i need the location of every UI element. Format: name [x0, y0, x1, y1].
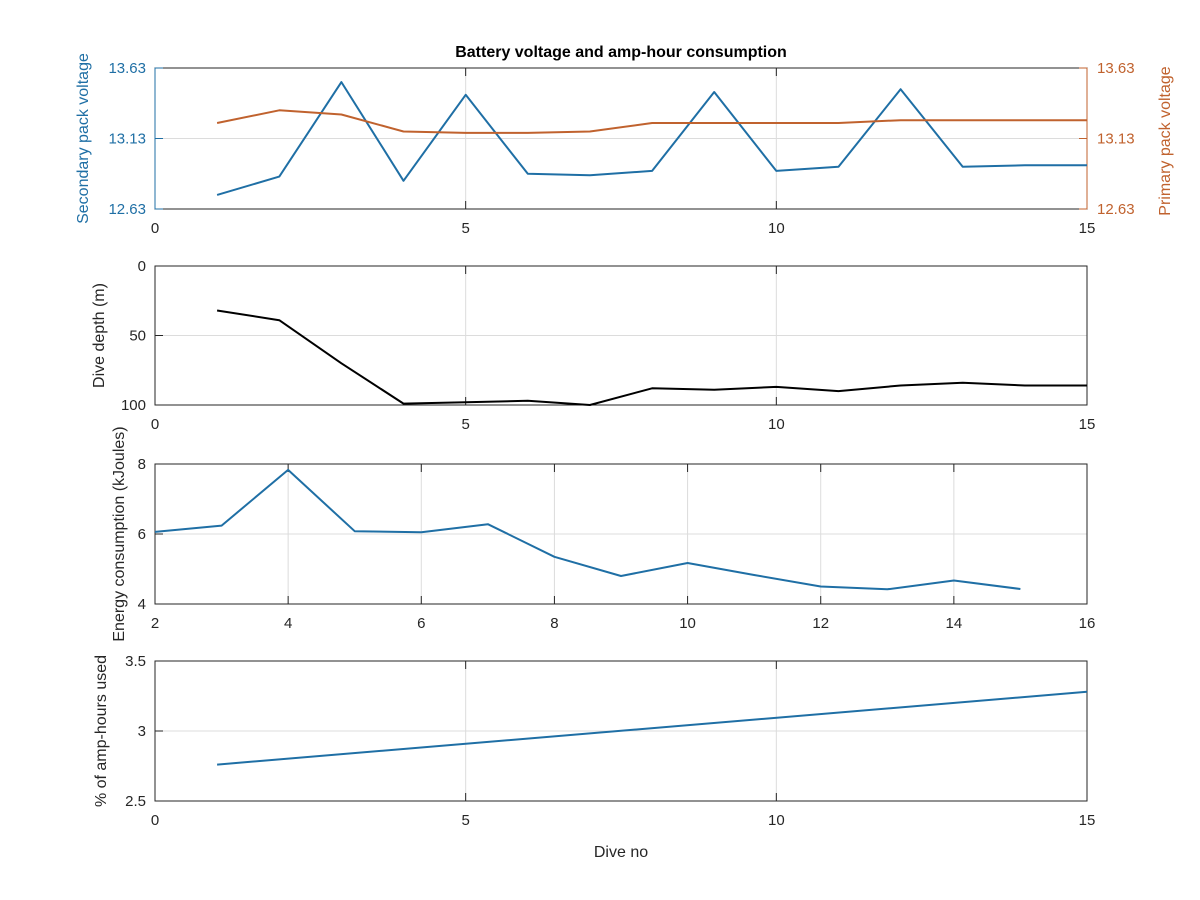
- chart-title: Battery voltage and amp-hour consumption: [455, 44, 787, 61]
- dive-depth-panel: Dive depth (m) 0 5 10 15 0 50 100: [91, 258, 1095, 433]
- voltage-panel: Battery voltage and amp-hour consumption…: [75, 44, 1174, 237]
- series-line-1: [216, 109, 1087, 134]
- x-tick-label: 10: [679, 615, 696, 632]
- x-tick-label: 10: [768, 220, 785, 237]
- right-y-tick-label: 13.13: [1097, 131, 1135, 148]
- y-tick-label: 0: [138, 258, 146, 275]
- energy-consumption-panel: Energy consumption (kJoules) 2 4 6 8 10 12 14 1…: [111, 426, 1095, 641]
- y-tick-label: 6: [138, 526, 146, 543]
- x-tick-label: 6: [417, 615, 425, 632]
- amp-hours-axis-label: % of amp-hours used: [93, 655, 110, 807]
- y-tick-label: 50: [129, 328, 146, 345]
- x-tick-label: 5: [461, 416, 469, 433]
- right-y-tick-label: 12.63: [1097, 201, 1135, 218]
- y-tick-label: 2.5: [125, 793, 146, 810]
- x-tick-label: 10: [768, 812, 785, 829]
- series-line-0: [154, 468, 1021, 591]
- y-tick-label: 13.63: [108, 60, 146, 77]
- x-tick-label: 0: [151, 812, 159, 829]
- energy-consumption-axis-label: Energy consumption (kJoules): [111, 426, 128, 641]
- y-tick-label: 13.13: [108, 131, 146, 148]
- dive-depth-axis-label: Dive depth (m): [91, 283, 108, 388]
- x-tick-label: 5: [461, 220, 469, 237]
- x-tick-label: 14: [946, 615, 963, 632]
- right-y-tick-label: 13.63: [1097, 60, 1135, 77]
- x-tick-label: 12: [812, 615, 829, 632]
- y-tick-label: 3: [138, 723, 146, 740]
- series-line-0: [217, 690, 1088, 766]
- y-tick-label: 3.5: [125, 653, 146, 670]
- y-tick-label: 12.63: [108, 201, 146, 218]
- x-tick-label: 15: [1079, 220, 1096, 237]
- x-tick-label: 0: [151, 220, 159, 237]
- y-tick-label: 8: [138, 456, 146, 473]
- x-tick-label: 10: [768, 416, 785, 433]
- x-tick-label: 15: [1079, 812, 1096, 829]
- x-tick-label: 5: [461, 812, 469, 829]
- x-tick-label: 16: [1079, 615, 1096, 632]
- dive-no-axis-label: Dive no: [594, 844, 648, 861]
- secondary-voltage-axis-label: Secondary pack voltage: [75, 53, 92, 224]
- x-tick-label: 4: [284, 615, 292, 632]
- y-tick-label: 100: [121, 397, 146, 414]
- primary-voltage-axis-label: Primary pack voltage: [1157, 66, 1174, 215]
- x-tick-label: 0: [151, 416, 159, 433]
- x-tick-label: 15: [1079, 416, 1096, 433]
- series-line-0: [216, 81, 1087, 196]
- amp-hours-panel: % of amp-hours used Dive no 0 5 10 15 2.5 3 3.…: [93, 653, 1095, 861]
- x-tick-label: 2: [151, 615, 159, 632]
- series-line-0: [216, 309, 1087, 406]
- x-tick-label: 8: [550, 615, 558, 632]
- y-tick-label: 4: [138, 596, 146, 613]
